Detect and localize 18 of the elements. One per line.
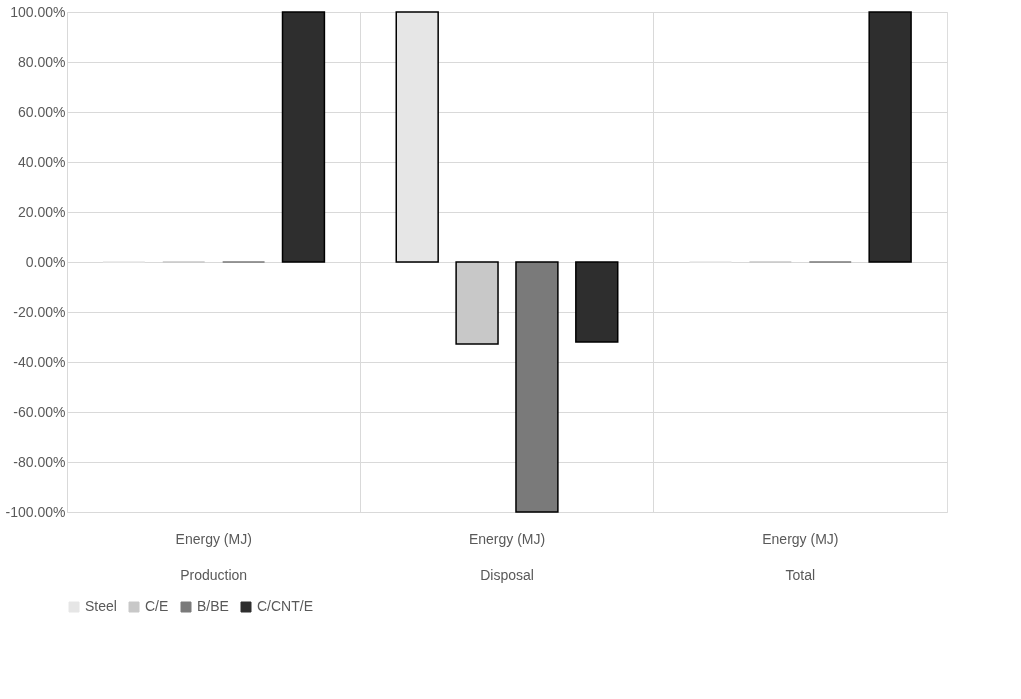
- y-tick-label: 80.00%: [18, 53, 66, 70]
- y-tick-label: -80.00%: [13, 453, 66, 470]
- y-tick-label: 0.00%: [25, 253, 66, 270]
- category-label: Energy (MJ) Total: [762, 530, 839, 583]
- y-tick-label: -40.00%: [13, 353, 66, 370]
- y-tick-label: 100.00%: [10, 3, 66, 20]
- y-tick-label: -20.00%: [13, 303, 66, 320]
- y-tick-label: 20.00%: [18, 203, 66, 220]
- category-label: Energy (MJ) Disposal: [468, 530, 546, 583]
- legend-label: B/BE: [197, 598, 229, 614]
- category-label: Energy (MJ) Production: [175, 530, 252, 583]
- y-tick-label: -60.00%: [13, 403, 66, 420]
- legend-label: C/E: [145, 598, 169, 614]
- legend-label: C/CNT/E: [257, 598, 313, 614]
- y-tick-label: -100.00%: [5, 503, 66, 520]
- y-tick-label: 60.00%: [18, 103, 66, 120]
- legend-label: Steel: [85, 598, 117, 614]
- y-tick-label: 40.00%: [18, 153, 66, 170]
